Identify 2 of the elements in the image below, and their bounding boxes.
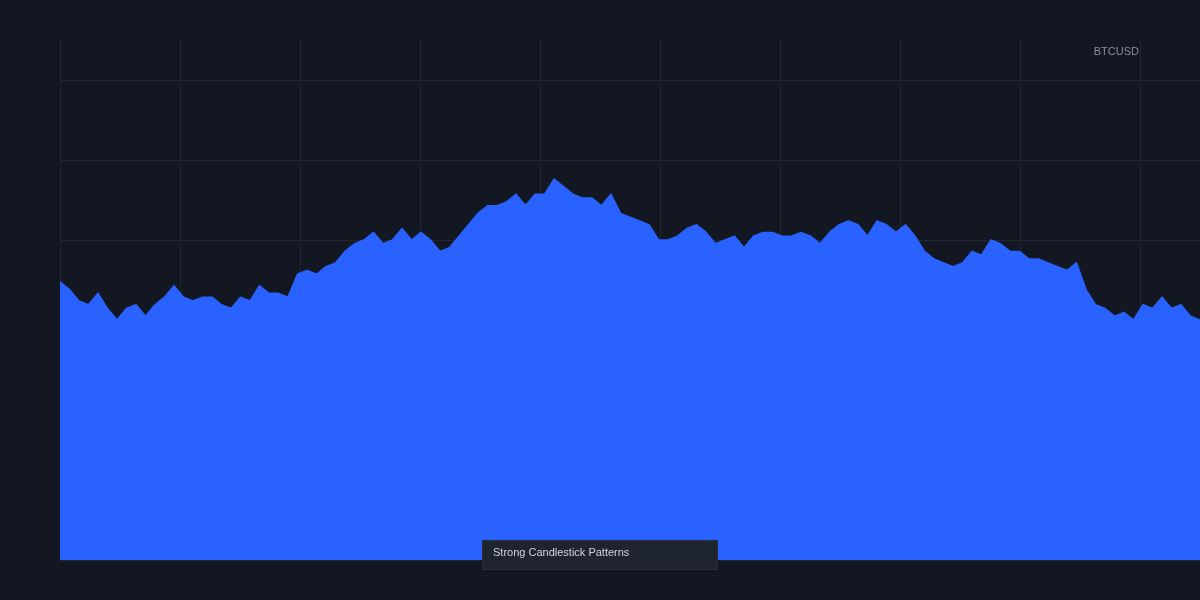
text: BTCUSD [1093, 45, 1139, 57]
caption-panel: Strong Candlestick Patterns [482, 540, 718, 570]
